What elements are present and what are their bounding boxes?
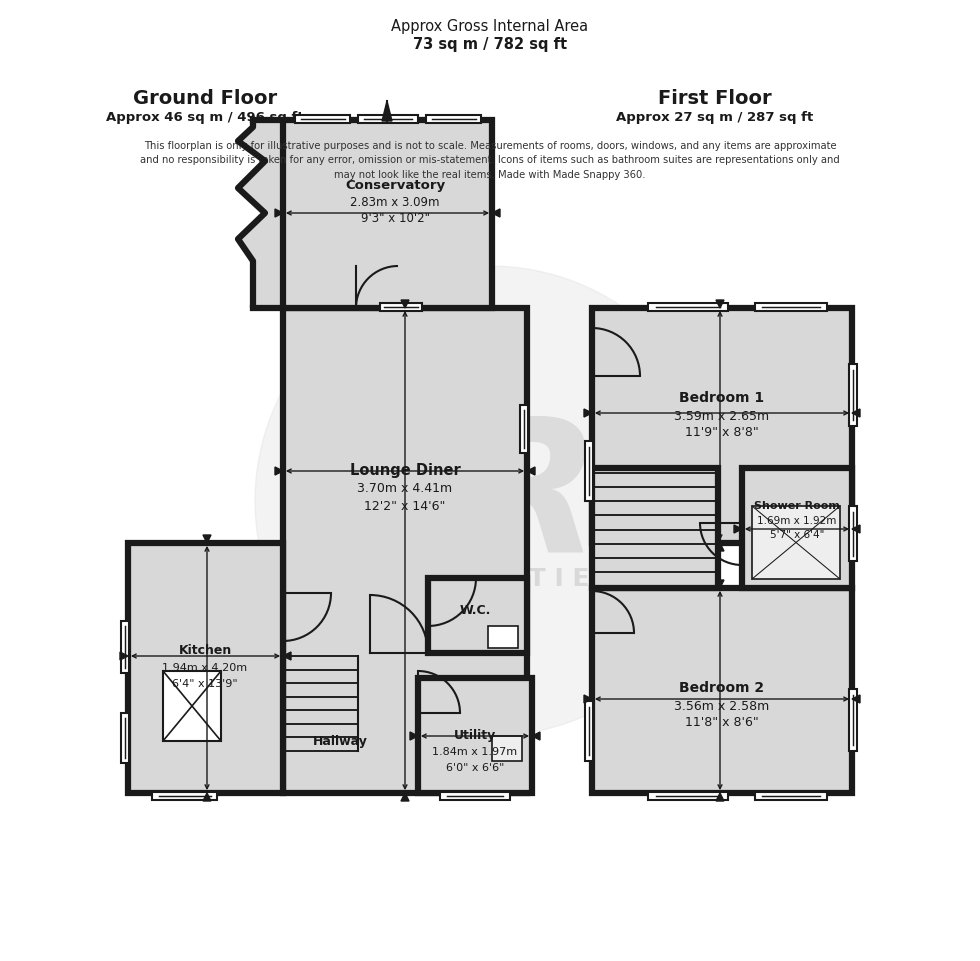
- Polygon shape: [120, 652, 128, 660]
- Text: 2.83m x 3.09m: 2.83m x 3.09m: [350, 196, 440, 209]
- Polygon shape: [410, 732, 418, 740]
- Text: Approx 46 sq m / 496 sq ft: Approx 46 sq m / 496 sq ft: [106, 111, 304, 124]
- Polygon shape: [275, 467, 283, 475]
- Text: Kitchen: Kitchen: [178, 645, 231, 657]
- Polygon shape: [401, 300, 409, 308]
- Polygon shape: [716, 793, 724, 801]
- Text: 5'7" x 6'4": 5'7" x 6'4": [770, 530, 824, 540]
- Text: 6'0" x 6'6": 6'0" x 6'6": [446, 763, 504, 773]
- Bar: [592, 588, 852, 793]
- Bar: [440, 792, 510, 800]
- Bar: [295, 115, 350, 123]
- Text: Utility: Utility: [454, 729, 496, 743]
- Polygon shape: [852, 695, 860, 703]
- Bar: [592, 468, 718, 588]
- Bar: [849, 506, 857, 561]
- Bar: [428, 578, 527, 653]
- Bar: [128, 543, 283, 793]
- Polygon shape: [492, 209, 500, 217]
- Bar: [849, 364, 857, 426]
- Text: 9'3" x 10'2": 9'3" x 10'2": [361, 212, 429, 226]
- Polygon shape: [382, 101, 392, 121]
- Polygon shape: [716, 300, 724, 308]
- Polygon shape: [401, 793, 409, 801]
- Bar: [520, 405, 528, 453]
- Text: Approx Gross Internal Area: Approx Gross Internal Area: [391, 18, 589, 34]
- Text: Conservatory: Conservatory: [345, 180, 445, 192]
- Bar: [585, 441, 593, 501]
- Text: Bedroom 2: Bedroom 2: [679, 681, 764, 695]
- Text: P R O P E R T I E S: P R O P E R T I E S: [364, 567, 616, 591]
- Polygon shape: [527, 467, 535, 475]
- Polygon shape: [532, 732, 540, 740]
- Polygon shape: [203, 535, 211, 543]
- Bar: [152, 792, 217, 800]
- Text: 11'8" x 8'6": 11'8" x 8'6": [685, 717, 759, 729]
- Text: Shower Room: Shower Room: [754, 501, 840, 511]
- Text: First Floor: First Floor: [659, 89, 772, 109]
- Text: J: J: [422, 354, 482, 508]
- Polygon shape: [584, 695, 592, 703]
- Polygon shape: [734, 525, 742, 533]
- Bar: [755, 303, 827, 311]
- Bar: [358, 115, 418, 123]
- Bar: [585, 701, 593, 761]
- Bar: [849, 689, 857, 751]
- Text: 1.69m x 1.92m: 1.69m x 1.92m: [758, 516, 837, 526]
- Bar: [648, 792, 728, 800]
- Text: Approx 27 sq m / 287 sq ft: Approx 27 sq m / 287 sq ft: [616, 111, 813, 124]
- Text: R: R: [456, 410, 600, 592]
- Circle shape: [255, 266, 725, 736]
- Polygon shape: [716, 543, 724, 551]
- Bar: [418, 678, 532, 793]
- Bar: [426, 115, 481, 123]
- Text: 73 sq m / 782 sq ft: 73 sq m / 782 sq ft: [413, 37, 567, 52]
- Bar: [121, 621, 129, 673]
- Bar: [592, 308, 852, 543]
- Polygon shape: [852, 409, 860, 417]
- Text: 1.84m x 1.97m: 1.84m x 1.97m: [432, 747, 517, 757]
- Text: 1.94m x 4.20m: 1.94m x 4.20m: [163, 663, 248, 673]
- Bar: [648, 303, 728, 311]
- Text: 12'2" x 14'6": 12'2" x 14'6": [365, 500, 446, 512]
- Text: 3.56m x 2.58m: 3.56m x 2.58m: [674, 700, 769, 712]
- Bar: [283, 308, 527, 793]
- Polygon shape: [283, 652, 291, 660]
- Bar: [283, 120, 492, 308]
- Bar: [163, 671, 221, 741]
- Bar: [752, 506, 840, 579]
- Bar: [121, 713, 129, 763]
- Text: 3.70m x 4.41m: 3.70m x 4.41m: [358, 482, 453, 496]
- Polygon shape: [238, 120, 283, 308]
- Text: 3.59m x 2.65m: 3.59m x 2.65m: [674, 409, 769, 423]
- Bar: [755, 792, 827, 800]
- Polygon shape: [584, 409, 592, 417]
- Text: This floorplan is only for illustrative purposes and is not to scale. Measuremen: This floorplan is only for illustrative …: [140, 141, 840, 180]
- Polygon shape: [203, 793, 211, 801]
- Text: Hallway: Hallway: [313, 734, 368, 748]
- Text: W.C.: W.C.: [460, 604, 491, 618]
- Text: 11'9" x 8'8": 11'9" x 8'8": [685, 427, 759, 439]
- Bar: [380, 303, 422, 311]
- Text: Lounge Diner: Lounge Diner: [350, 463, 461, 479]
- Text: Ground Floor: Ground Floor: [133, 89, 277, 109]
- Polygon shape: [716, 580, 724, 588]
- Text: Bedroom 1: Bedroom 1: [679, 391, 764, 405]
- Bar: [742, 468, 852, 588]
- Bar: [492, 736, 522, 761]
- Polygon shape: [275, 209, 283, 217]
- Text: 6'4" x 13'9": 6'4" x 13'9": [172, 679, 238, 689]
- Polygon shape: [852, 525, 860, 533]
- Bar: [488, 626, 518, 648]
